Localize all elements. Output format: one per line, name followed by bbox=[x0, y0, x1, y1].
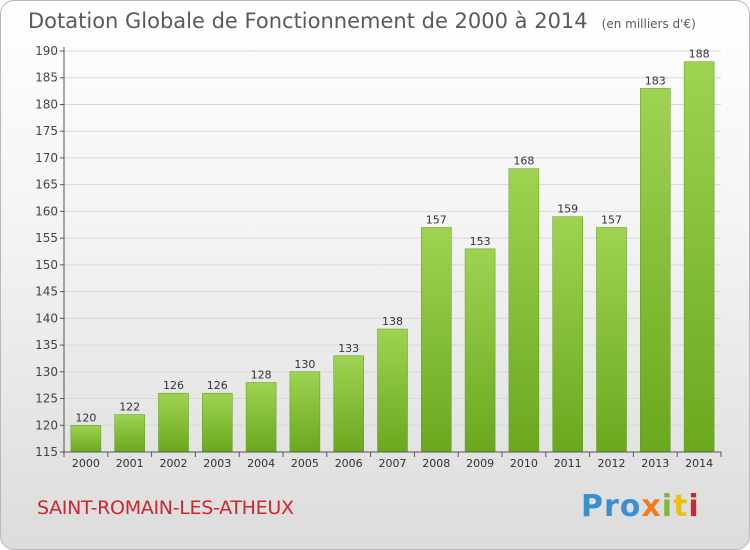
data-label: 153 bbox=[470, 235, 491, 248]
x-tick-label: 2000 bbox=[72, 457, 100, 470]
data-label: 130 bbox=[294, 358, 315, 371]
y-tick-label: 120 bbox=[35, 418, 58, 432]
x-tick-label: 2013 bbox=[641, 457, 669, 470]
data-label: 188 bbox=[689, 48, 710, 61]
y-tick-label: 170 bbox=[35, 151, 58, 165]
bar bbox=[377, 328, 408, 453]
logo-part: Pro bbox=[581, 489, 642, 524]
y-tick-label: 135 bbox=[35, 338, 58, 352]
bar bbox=[683, 61, 715, 453]
bar bbox=[640, 88, 671, 453]
unit-label: (en milliers d'€) bbox=[601, 17, 696, 31]
commune-name: SAINT-ROMAIN-LES-ATHEUX bbox=[37, 497, 294, 519]
data-label: 159 bbox=[557, 203, 578, 216]
data-label: 183 bbox=[645, 74, 666, 87]
y-tick-label: 145 bbox=[35, 285, 58, 299]
y-tick-label: 175 bbox=[35, 124, 58, 138]
x-tick-label: 2007 bbox=[379, 457, 407, 470]
bar bbox=[114, 414, 145, 453]
x-tick-label: 2003 bbox=[203, 457, 231, 470]
chart-title: Dotation Globale de Fonctionnement de 20… bbox=[28, 9, 696, 33]
bar bbox=[245, 382, 277, 453]
bar bbox=[158, 392, 189, 453]
x-tick-label: 2004 bbox=[247, 457, 275, 470]
y-tick-label: 155 bbox=[35, 231, 58, 245]
y-tick-label: 160 bbox=[35, 204, 58, 218]
bar bbox=[552, 216, 583, 453]
data-label: 157 bbox=[601, 213, 622, 226]
chart-title-text: Dotation Globale de Fonctionnement de 20… bbox=[28, 9, 588, 33]
data-label: 157 bbox=[426, 213, 447, 226]
bar bbox=[464, 248, 496, 453]
data-label: 168 bbox=[513, 155, 534, 168]
y-tick-label: 180 bbox=[35, 97, 58, 111]
bar bbox=[596, 227, 627, 453]
data-label: 120 bbox=[75, 411, 96, 424]
data-label: 138 bbox=[382, 315, 403, 328]
x-tick-label: 2011 bbox=[554, 457, 582, 470]
y-tick-label: 130 bbox=[35, 365, 58, 379]
y-tick-label: 165 bbox=[35, 178, 58, 192]
x-tick-label: 2009 bbox=[466, 457, 494, 470]
logo-part: i bbox=[688, 489, 700, 524]
x-tick-label: 2008 bbox=[422, 457, 450, 470]
data-label: 128 bbox=[251, 368, 272, 381]
proxiti-logo: Proxiti bbox=[581, 489, 700, 524]
y-tick-label: 185 bbox=[35, 71, 58, 85]
bar bbox=[421, 227, 452, 453]
x-tick-label: 2010 bbox=[510, 457, 538, 470]
data-label: 122 bbox=[119, 401, 140, 414]
y-tick-label: 140 bbox=[35, 311, 58, 325]
data-label: 126 bbox=[207, 379, 228, 392]
y-tick-label: 115 bbox=[35, 445, 58, 459]
x-tick-label: 2012 bbox=[598, 457, 626, 470]
y-tick-label: 190 bbox=[35, 44, 58, 58]
x-tick-label: 2006 bbox=[335, 457, 363, 470]
bar bbox=[333, 355, 364, 453]
bar bbox=[289, 371, 321, 453]
bar bbox=[202, 392, 233, 453]
x-tick-label: 2005 bbox=[291, 457, 319, 470]
y-tick-label: 125 bbox=[35, 392, 58, 406]
x-tick-label: 2002 bbox=[160, 457, 188, 470]
data-label: 126 bbox=[163, 379, 184, 392]
x-tick-label: 2014 bbox=[685, 457, 713, 470]
axes: 115 120 125 130 135 140 145 150 155 160 165 170 175 1… bbox=[35, 44, 722, 470]
bar bbox=[70, 425, 102, 453]
logo-part: t bbox=[673, 489, 689, 524]
y-tick-label: 150 bbox=[35, 258, 58, 272]
bar bbox=[508, 168, 540, 453]
logo-part: x bbox=[641, 489, 662, 524]
bars: 120 122 126 126 128 130 133 138 157 153 168 159 157 1… bbox=[70, 48, 715, 453]
data-label: 133 bbox=[338, 342, 359, 355]
logo-part: i bbox=[661, 489, 674, 524]
x-tick-label: 2001 bbox=[116, 457, 144, 470]
